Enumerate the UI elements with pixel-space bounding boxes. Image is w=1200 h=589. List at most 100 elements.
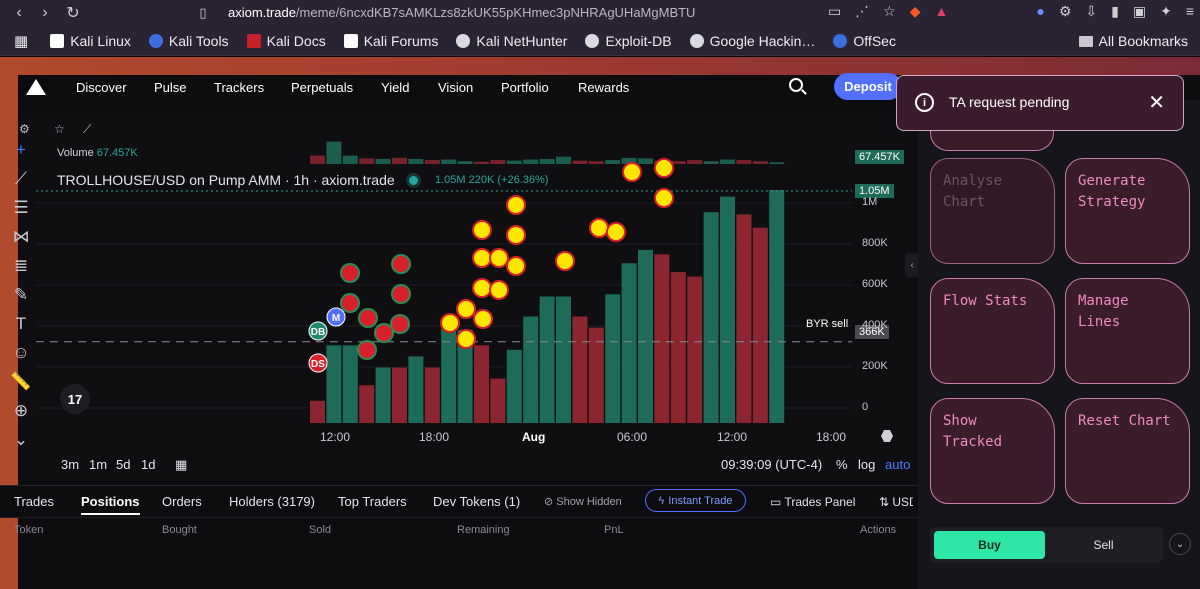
timeframe-5d[interactable]: 5d bbox=[116, 457, 131, 472]
timeframe-3m[interactable]: 3m bbox=[61, 457, 80, 472]
chevron-down-icon[interactable]: ⌄ bbox=[13, 430, 29, 449]
extension-icon[interactable]: ● bbox=[1036, 3, 1045, 19]
bookmark-exploit-db[interactable]: Exploit-DB bbox=[585, 33, 672, 49]
chart-settings-hex-icon[interactable] bbox=[881, 430, 893, 442]
bookmarks-bar: ▦ Kali Linux Kali Tools Kali Docs Kali F… bbox=[0, 26, 1200, 56]
deposit-button[interactable]: Deposit bbox=[834, 73, 902, 100]
line-price-tag: 366K bbox=[855, 325, 889, 339]
address-bar[interactable]: axiom.trade/meme/6ncxdKB7sAMKLzs8zkUK55p… bbox=[228, 2, 1008, 22]
auto-scale-toggle[interactable]: auto bbox=[885, 457, 911, 472]
nav-perpetuals[interactable]: Perpetuals bbox=[291, 80, 354, 95]
indicator-icon[interactable]: ⟋ bbox=[83, 122, 92, 136]
column-pnl: PnL bbox=[604, 524, 624, 536]
brave-icon[interactable]: ◆ bbox=[909, 3, 921, 19]
lightning-icon: ϟ bbox=[658, 494, 665, 507]
nav-portfolio[interactable]: Portfolio bbox=[501, 80, 549, 95]
apps-icon[interactable]: ▦ bbox=[14, 32, 29, 50]
bookmark-page-icon[interactable]: ▯ bbox=[199, 5, 207, 20]
horizontal-lines-icon[interactable]: ☰ bbox=[13, 198, 29, 217]
back-icon[interactable]: ‹ bbox=[16, 4, 22, 21]
bookmark-offsec[interactable]: OffSec bbox=[833, 33, 896, 49]
settings-icon[interactable]: ⚙ bbox=[19, 122, 30, 136]
search-icon[interactable] bbox=[789, 78, 803, 92]
bookmark-kali-docs[interactable]: Kali Docs bbox=[246, 33, 326, 49]
url-text[interactable]: axiom.trade/meme/6ncxdKB7sAMKLzs8zkUK55p… bbox=[228, 4, 696, 20]
chevron-down-icon[interactable]: ⌄ bbox=[1169, 533, 1191, 555]
menu-icon[interactable]: ≡ bbox=[1185, 3, 1194, 19]
nav-vision[interactable]: Vision bbox=[438, 80, 474, 95]
trendline-icon[interactable]: ⟋ bbox=[15, 169, 27, 188]
all-bookmarks[interactable]: All Bookmarks bbox=[1078, 33, 1188, 49]
show-tracked-card[interactable]: Show Tracked bbox=[930, 398, 1055, 504]
bookmark-google-hacking[interactable]: Google Hackin… bbox=[689, 33, 815, 49]
column-actions: Actions bbox=[860, 524, 897, 536]
trades-panel-toggle[interactable]: ▭ Trades Panel bbox=[770, 495, 856, 509]
sidebar-icon[interactable]: ▮ bbox=[1111, 3, 1119, 19]
generate-strategy-card[interactable]: Generate Strategy bbox=[1065, 158, 1190, 264]
alert-icon[interactable]: ▲ bbox=[934, 3, 949, 19]
timeframe-1d[interactable]: 1d bbox=[141, 457, 156, 472]
leo-icon[interactable]: ✦ bbox=[1160, 3, 1172, 19]
pattern-icon[interactable]: ⋈ bbox=[12, 227, 30, 246]
close-icon[interactable]: ✕ bbox=[1148, 92, 1165, 114]
instant-trade-button[interactable]: ϟ Instant Trade bbox=[645, 489, 746, 512]
symbol-values: 1.05M 220K (+26.36%) bbox=[435, 174, 549, 186]
globe-icon bbox=[689, 33, 704, 48]
puzzle-icon[interactable]: ⚙ bbox=[1058, 3, 1072, 19]
date-range-icon[interactable]: ▦ bbox=[175, 457, 188, 472]
emoji-icon[interactable]: ☺ bbox=[12, 343, 30, 362]
tab-orders[interactable]: Orders bbox=[162, 494, 202, 509]
text-tool-icon[interactable]: T bbox=[15, 314, 27, 333]
nav-rewards[interactable]: Rewards bbox=[578, 80, 630, 95]
kali-docs-icon bbox=[246, 33, 261, 48]
y-tick: 600K bbox=[862, 278, 888, 290]
nav-discover[interactable]: Discover bbox=[76, 80, 127, 95]
bookmark-kali-forums[interactable]: Kali Forums bbox=[343, 33, 438, 49]
tab-dev-tokens[interactable]: Dev Tokens (1) bbox=[433, 494, 521, 509]
reload-icon[interactable]: ↻ bbox=[66, 5, 80, 22]
buy-button[interactable]: Buy bbox=[934, 531, 1045, 559]
axiom-logo-icon[interactable] bbox=[26, 79, 46, 95]
favorite-star-icon[interactable]: ☆ bbox=[54, 122, 65, 136]
globe-icon bbox=[456, 33, 471, 48]
timeframe-1m[interactable]: 1m bbox=[89, 457, 108, 472]
show-hidden-toggle[interactable]: ⊘ Show Hidden bbox=[544, 496, 622, 508]
zoom-icon[interactable]: ⊕ bbox=[13, 401, 29, 420]
kali-forums-icon bbox=[343, 33, 358, 48]
star-icon[interactable]: ☆ bbox=[883, 3, 896, 19]
tradingview-logo: 17 bbox=[60, 384, 90, 414]
brush-icon[interactable]: ✎ bbox=[13, 285, 29, 304]
analyse-chart-card[interactable]: Analyse Chart bbox=[930, 158, 1055, 264]
tab-positions[interactable]: Positions bbox=[81, 494, 140, 515]
sell-button[interactable]: Sell bbox=[1048, 531, 1159, 559]
manage-lines-card[interactable]: Manage Lines bbox=[1065, 278, 1190, 384]
tabs-divider bbox=[0, 517, 918, 518]
eye-off-icon: ⊘ bbox=[544, 496, 557, 508]
forward-icon[interactable]: › bbox=[42, 4, 48, 21]
flow-stats-card[interactable]: Flow Stats bbox=[930, 278, 1055, 384]
nav-pulse[interactable]: Pulse bbox=[154, 80, 187, 95]
share-icon[interactable]: ⋰ bbox=[855, 3, 870, 19]
currency-toggle[interactable]: ⇅ USD bbox=[879, 495, 913, 509]
bookmark-kali-linux[interactable]: Kali Linux bbox=[50, 33, 131, 49]
tab-trades[interactable]: Trades bbox=[14, 494, 54, 509]
ruler-icon[interactable]: 📏 bbox=[10, 372, 32, 391]
nav-trackers[interactable]: Trackers bbox=[214, 80, 265, 95]
bookmark-kali-tools[interactable]: Kali Tools bbox=[148, 33, 229, 49]
cast-icon[interactable]: ▭ bbox=[827, 3, 842, 19]
folder-icon bbox=[1078, 35, 1093, 47]
nav-yield[interactable]: Yield bbox=[381, 80, 410, 95]
download-icon[interactable]: ⇩ bbox=[1085, 3, 1098, 19]
percent-scale-toggle[interactable]: % bbox=[836, 457, 848, 472]
log-scale-toggle[interactable]: log bbox=[858, 457, 876, 472]
chart-container[interactable] bbox=[18, 115, 911, 481]
tab-top-traders[interactable]: Top Traders bbox=[338, 494, 407, 509]
tab-holders[interactable]: Holders (3179) bbox=[229, 494, 315, 509]
fib-icon[interactable]: ≣ bbox=[13, 256, 29, 275]
crosshair-icon[interactable]: + bbox=[16, 140, 26, 159]
bookmark-kali-nethunter[interactable]: Kali NetHunter bbox=[456, 33, 567, 49]
kali-icon bbox=[50, 33, 65, 48]
wallet-icon[interactable]: ▣ bbox=[1132, 3, 1147, 19]
reset-chart-card[interactable]: Reset Chart bbox=[1065, 398, 1190, 504]
collapse-panel-icon[interactable]: ‹ bbox=[905, 253, 919, 277]
